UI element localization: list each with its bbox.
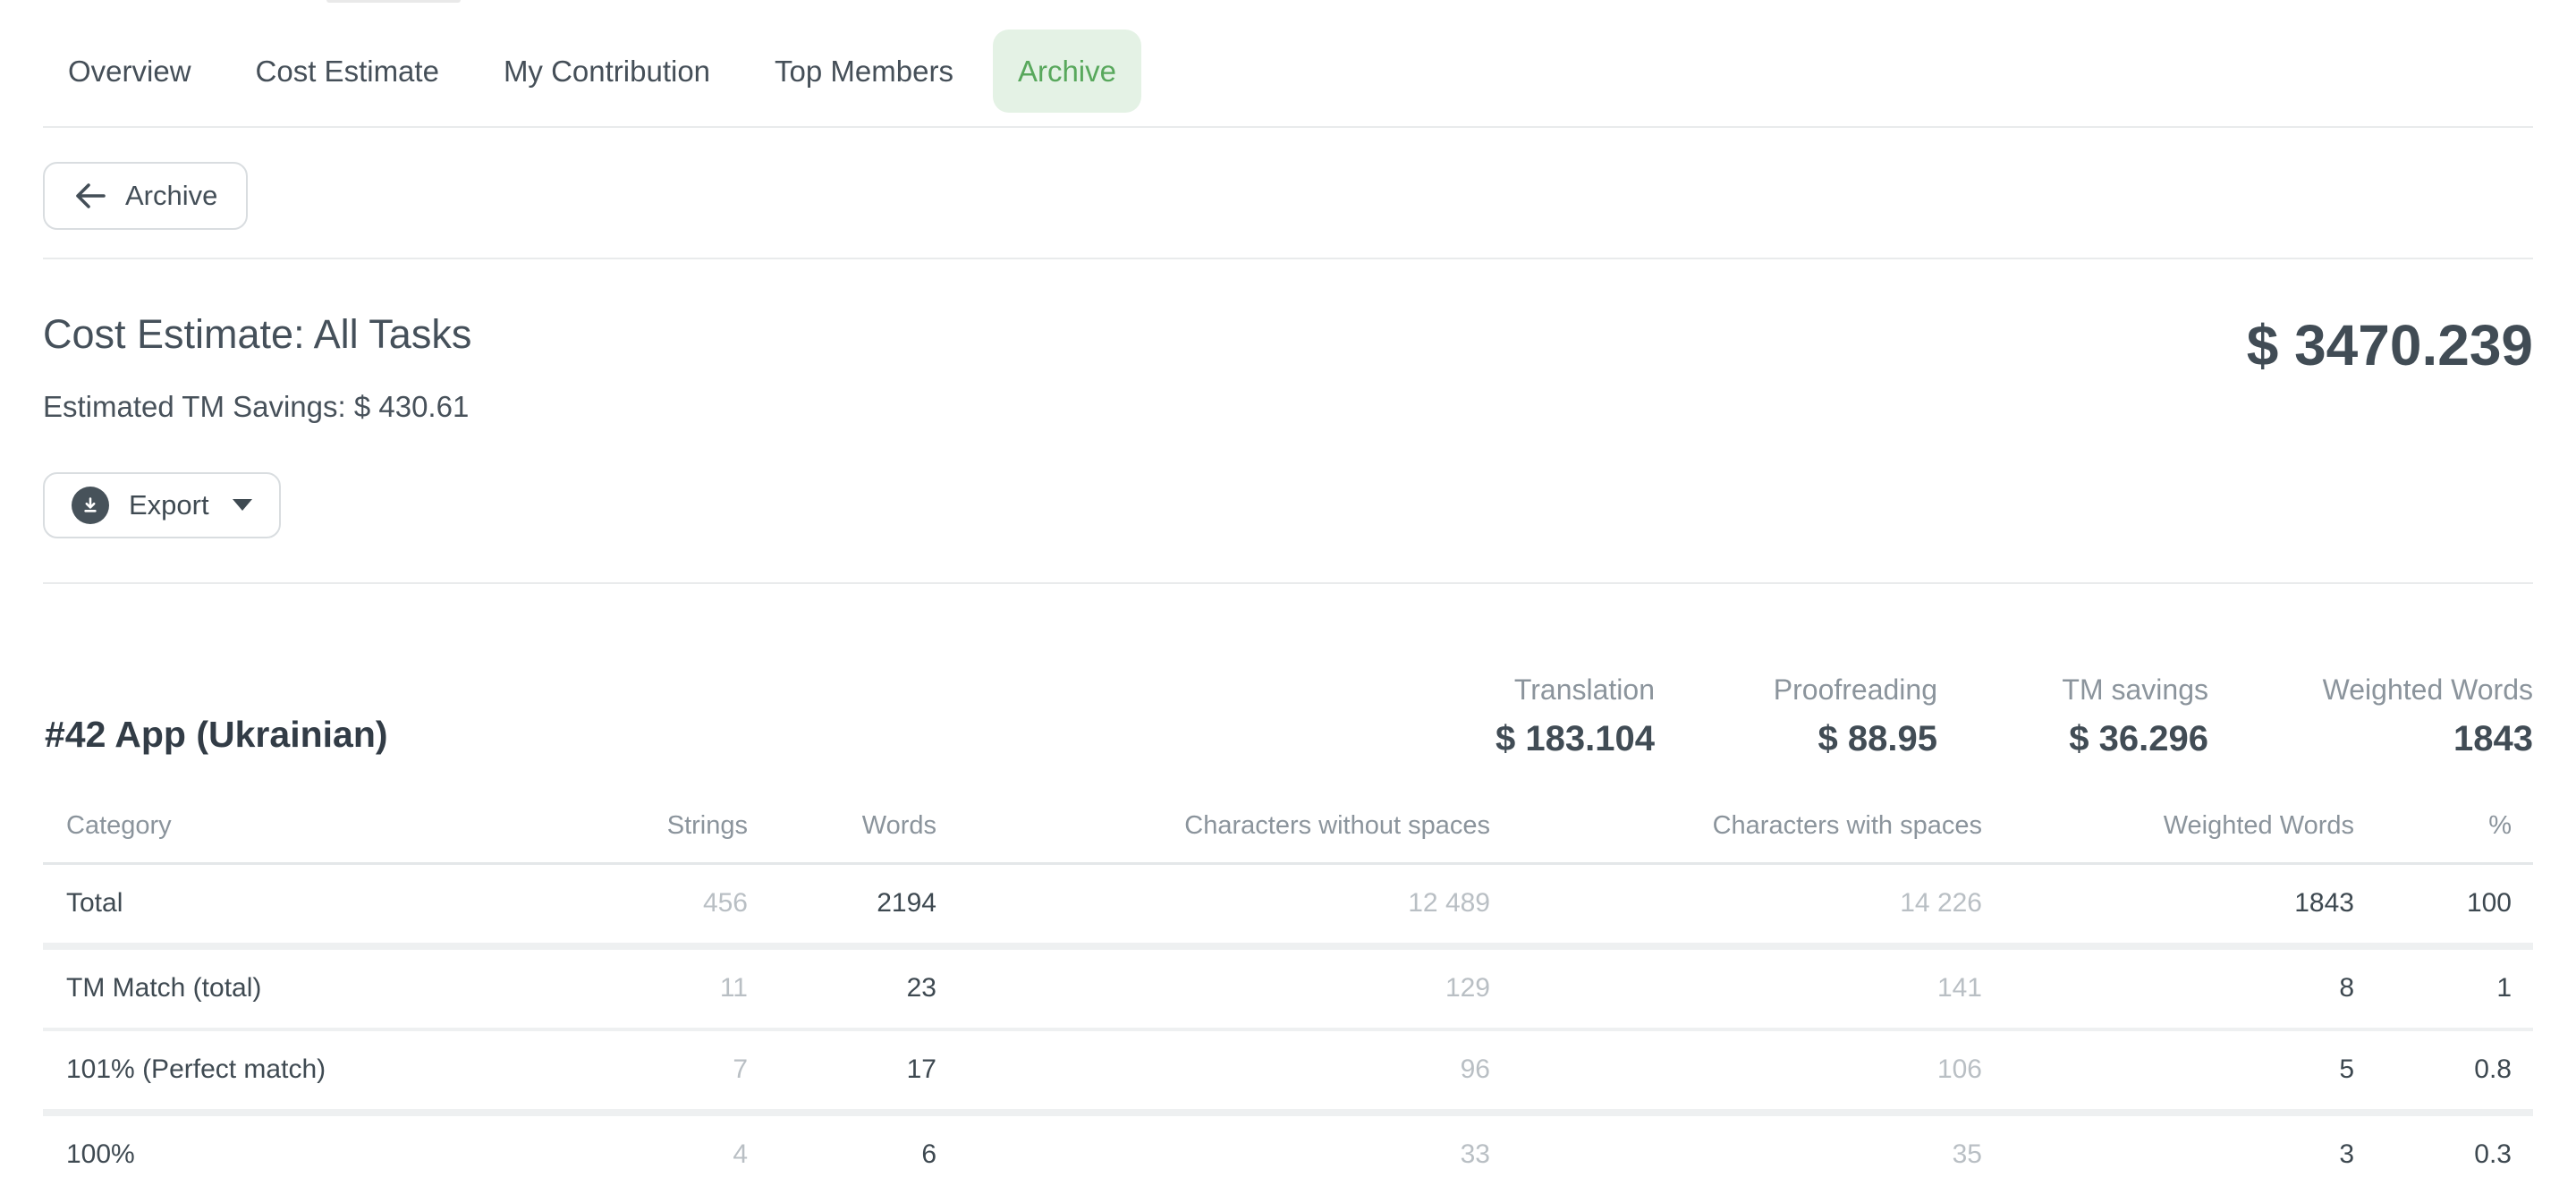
column-header-strings: Strings: [490, 800, 748, 865]
stat-weighted-words-label: Weighted Words: [2322, 673, 2533, 706]
column-header-chars-without-spaces: Characters without spaces: [936, 800, 1490, 865]
arrow-left-icon: [73, 182, 107, 210]
stat-proofreading-label: Proofreading: [1773, 673, 1937, 706]
stat-weighted-words-value: 1843: [2453, 718, 2533, 758]
tab-my-contribution[interactable]: My Contribution: [503, 55, 711, 88]
cutoff-element-bottom-edge: [326, 0, 461, 3]
export-button-label: Export: [129, 488, 209, 521]
back-to-archive-button[interactable]: Archive: [43, 162, 249, 230]
download-icon: [72, 486, 109, 524]
caret-down-icon: [232, 499, 252, 512]
column-header-percent: %: [2354, 800, 2533, 865]
cell-category: 101% (Perfect match): [43, 1029, 490, 1116]
column-header-chars-with-spaces: Characters with spaces: [1490, 800, 1982, 865]
export-button[interactable]: Export: [43, 471, 281, 538]
report-tabs: Overview Cost Estimate My Contribution T…: [0, 0, 2576, 113]
cell-chars-without-spaces: 96: [936, 1029, 1490, 1116]
header-divider: [43, 258, 2533, 259]
cell-percent: 100: [2354, 863, 2533, 950]
cell-chars-without-spaces: 33: [1460, 1139, 1490, 1169]
cell-weighted-words: 8: [1982, 945, 2354, 1031]
tm-savings-subtitle: Estimated TM Savings: $ 430.61: [43, 389, 470, 423]
summary-left: Cost Estimate: All Tasks Estimated TM Sa…: [43, 311, 471, 424]
tab-cost-estimate[interactable]: Cost Estimate: [255, 55, 439, 88]
language-section-title: #42 App (Ukrainian): [45, 713, 388, 755]
cell-words: 2194: [748, 863, 936, 950]
stat-tm-savings-label: TM savings: [2062, 673, 2208, 706]
tab-overview[interactable]: Overview: [68, 55, 191, 88]
cell-weighted-words: 1843: [1982, 863, 2354, 950]
cell-weighted-words: 3: [2339, 1139, 2354, 1169]
cell-chars-with-spaces: 106: [1490, 1029, 1982, 1116]
cell-percent: 1: [2354, 945, 2533, 1031]
cell-chars-with-spaces: 14 226: [1490, 863, 1982, 950]
stat-translation-label: Translation: [1513, 673, 1655, 706]
language-stats: Translation $ 183.104 Proofreading $ 88.…: [1297, 673, 2533, 759]
back-button-label: Archive: [125, 180, 218, 211]
cell-words: 6: [921, 1139, 936, 1169]
table-row: 100% 4 6 33 35 3 0.3: [43, 1113, 2533, 1194]
cell-category: TM Match (total): [43, 945, 490, 1031]
column-header-weighted-words: Weighted Words: [1982, 800, 2354, 865]
table-row: Total 456 2194 12 489 14 226 1843 100: [43, 863, 2533, 950]
cost-estimate-summary: Cost Estimate: All Tasks Estimated TM Sa…: [43, 311, 2533, 424]
cell-chars-without-spaces: 12 489: [936, 863, 1490, 950]
stat-tm-savings: TM savings $ 36.296: [1937, 673, 2208, 759]
tabs-divider: [43, 126, 2533, 128]
language-section-header: #42 App (Ukrainian) Translation $ 183.10…: [43, 673, 2533, 759]
stat-proofreading-value: $ 88.95: [1818, 718, 1937, 758]
export-divider: [43, 581, 2533, 584]
stat-weighted-words: Weighted Words 1843: [2208, 673, 2533, 759]
cost-estimate-table: Category Strings Words Characters withou…: [43, 800, 2533, 1194]
table-row: TM Match (total) 11 23 129 141 8 1: [43, 945, 2533, 1031]
page-title: Cost Estimate: All Tasks: [43, 311, 472, 357]
stat-translation: Translation $ 183.104: [1297, 673, 1655, 759]
column-header-words: Words: [748, 800, 936, 865]
cell-percent: 0.3: [2474, 1139, 2512, 1169]
cell-chars-without-spaces: 129: [936, 945, 1490, 1031]
tab-top-members[interactable]: Top Members: [775, 55, 953, 88]
cell-chars-with-spaces: 141: [1490, 945, 1982, 1031]
cell-percent: 0.8: [2354, 1029, 2533, 1116]
cell-words: 23: [748, 945, 936, 1031]
table-header-row: Category Strings Words Characters withou…: [43, 800, 2533, 865]
cell-strings: 7: [490, 1029, 748, 1116]
cell-weighted-words: 5: [1982, 1029, 2354, 1116]
cell-words: 17: [748, 1029, 936, 1116]
cell-chars-with-spaces: 35: [1952, 1139, 1982, 1169]
column-header-category: Category: [43, 800, 490, 865]
stat-tm-savings-value: $ 36.296: [2069, 718, 2208, 758]
cell-strings: 11: [490, 945, 748, 1031]
stat-proofreading: Proofreading $ 88.95: [1655, 673, 1937, 759]
table-row: 101% (Perfect match) 7 17 96 106 5 0.8: [43, 1029, 2533, 1116]
stat-translation-value: $ 183.104: [1496, 718, 1655, 758]
cell-strings: 4: [733, 1139, 748, 1169]
cell-category: Total: [43, 863, 490, 950]
cell-strings: 456: [490, 863, 748, 950]
total-cost-value: $ 3470.239: [2246, 313, 2533, 377]
cell-category: 100%: [66, 1139, 135, 1169]
tab-archive[interactable]: Archive: [992, 30, 1141, 113]
